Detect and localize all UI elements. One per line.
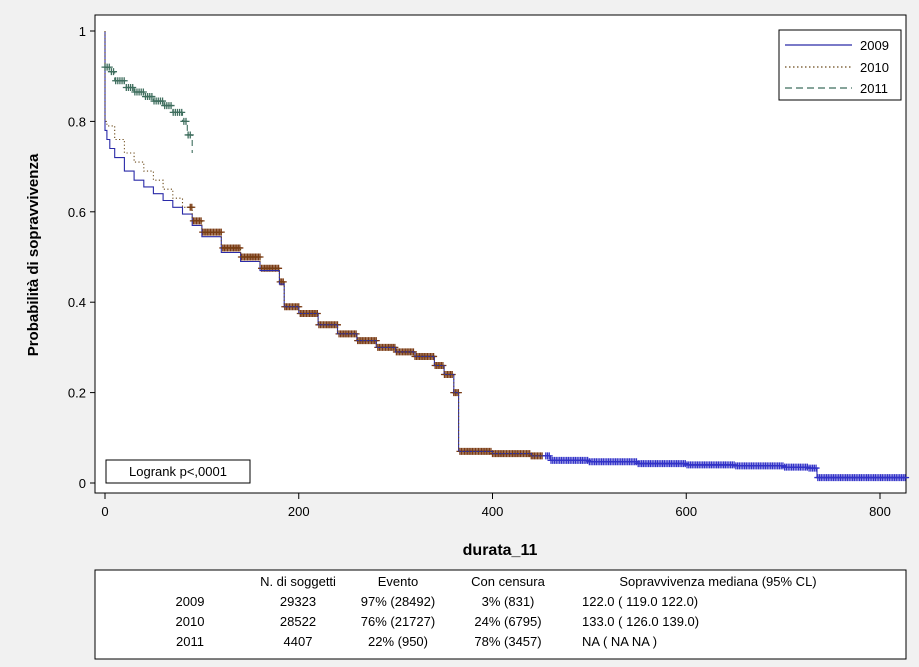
censor-mark-2011: [186, 131, 194, 139]
table-header-cell: Evento: [378, 574, 418, 589]
x-axis: 0 200 400 600 800: [101, 493, 891, 519]
summary-table-cells: N. di soggetti Evento Con censura Sopravviv…: [176, 574, 817, 649]
y-tick-label: 0.8: [68, 114, 86, 129]
x-axis-title: durata_11: [463, 542, 538, 559]
x-tick-label: 800: [869, 504, 891, 519]
censor-mark-2011: [105, 63, 113, 71]
table-cell: 22% (950): [368, 634, 428, 649]
legend-label-2009: 2009: [860, 38, 889, 53]
censor-mark-2011: [159, 97, 167, 105]
censor-mark-2011: [110, 68, 118, 76]
table-cell: 2011: [176, 634, 204, 649]
x-tick-label: 400: [482, 504, 504, 519]
series-2009-censor-marks: [542, 452, 909, 482]
summary-table: N. di soggetti Evento Con censura Sopravviv…: [94, 569, 907, 660]
table-header-cell: Sopravvivenza mediana (95% CL): [619, 574, 816, 589]
table-cell: 4407: [284, 634, 313, 649]
x-tick-label: 600: [675, 504, 697, 519]
table-cell: 2010: [176, 614, 205, 629]
censor-mark-2011: [148, 93, 156, 101]
table-cell: 76% (21727): [361, 614, 435, 629]
legend: 2009 2010 2011: [778, 29, 902, 101]
table-cell: 97% (28492): [361, 594, 435, 609]
x-tick-label: 200: [288, 504, 310, 519]
censor-mark-2011: [167, 102, 175, 110]
table-cell: 3% (831): [482, 594, 535, 609]
table-cell: 2009: [176, 594, 205, 609]
censor-mark-2011: [178, 108, 186, 116]
censor-mark-2009: [901, 474, 909, 482]
y-axis: 0 0.2 0.4 0.6 0.8 1: [68, 24, 95, 491]
y-tick-label: 1: [79, 24, 86, 39]
series-2011-censor-marks: [101, 63, 194, 139]
y-tick-label: 0.4: [68, 295, 86, 310]
table-cell: 133.0 ( 126.0 139.0): [582, 614, 699, 629]
censor-mark-2011: [129, 84, 137, 91]
table-cell: 29323: [280, 594, 316, 609]
table-header-cell: Con censura: [471, 574, 545, 589]
table-cell: 78% (3457): [474, 634, 541, 649]
table-cell: NA ( NA NA ): [582, 634, 657, 649]
x-tick-label: 0: [101, 504, 108, 519]
y-tick-label: 0.6: [68, 205, 86, 220]
y-tick-label: 0: [79, 476, 86, 491]
logrank-box: [105, 459, 251, 484]
legend-label-2011: 2011: [860, 81, 888, 96]
censor-mark-2009: [812, 464, 820, 472]
censor-mark-2011: [120, 77, 128, 85]
summary-table-frame: [94, 569, 907, 660]
censor-mark-2011: [139, 88, 147, 96]
table-cell: 28522: [280, 614, 316, 629]
censor-mark-2009: [545, 452, 553, 460]
table-header-cell: N. di soggetti: [260, 574, 336, 589]
y-tick-label: 0.2: [68, 386, 86, 401]
table-cell: 122.0 ( 119.0 122.0): [582, 594, 698, 609]
censor-mark-2010: [236, 244, 244, 252]
censor-mark-2011: [182, 117, 190, 125]
logrank-annotation: Logrank p<,0001: [129, 464, 227, 479]
legend-label-2010: 2010: [860, 60, 889, 75]
y-axis-title: Probabilità di sopravvivenza: [25, 153, 42, 356]
plot-area: [94, 14, 907, 494]
table-cell: 24% (6795): [474, 614, 541, 629]
